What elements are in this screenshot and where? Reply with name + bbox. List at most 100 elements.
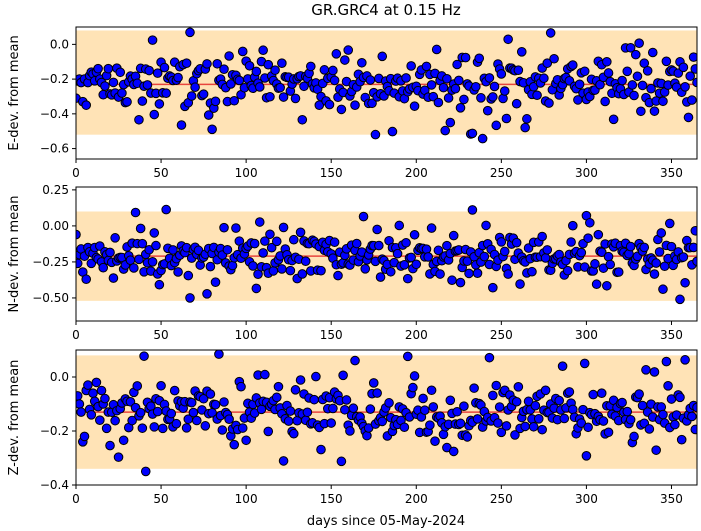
data-point [336,104,347,115]
data-point [467,205,478,215]
data-point [260,369,270,380]
data-point [76,258,83,269]
data-point [283,416,294,426]
x-tick-label: 50 [153,166,168,180]
data-point [88,388,98,399]
data-point [639,242,650,253]
data-point [642,66,653,76]
data-point [200,421,211,431]
data-point [443,93,454,103]
data-point [476,93,486,103]
data-point [499,246,510,257]
x-tick-label: 150 [320,166,343,180]
data-point [156,380,166,391]
data-point [596,388,607,399]
data-point [603,68,614,78]
data-point [348,403,359,414]
data-point [654,247,665,257]
x-tick-label: 250 [490,492,513,506]
data-point [676,434,687,445]
data-point [675,392,685,403]
data-point [224,51,234,61]
data-point [231,223,241,233]
data-point [142,80,153,90]
data-point [159,62,170,73]
x-tick-label: 50 [153,492,168,506]
data-point [680,355,690,365]
y-tick-label: −0.50 [32,291,69,305]
data-point [350,355,360,366]
data-point [692,402,697,413]
data-point [149,109,160,120]
data-point [336,456,347,467]
data-point [309,394,319,405]
data-point [263,59,274,70]
data-point [622,66,633,77]
data-point [649,269,660,279]
y-axis-label: N-dev. from mean [7,196,22,313]
data-point [98,262,109,273]
data-point [137,423,148,433]
data-point [579,358,590,369]
data-point [96,385,107,396]
data-point [110,233,120,243]
data-point [384,398,394,408]
data-point [462,432,473,442]
data-point [351,238,362,249]
data-point [564,387,575,397]
data-point [190,82,200,93]
data-point [522,114,532,124]
data-point [134,254,144,265]
data-point [173,267,183,277]
data-point [191,415,202,426]
data-point [326,418,337,428]
data-point [249,238,260,249]
data-point [236,381,246,392]
data-point [273,381,284,392]
data-point [625,241,636,252]
axes-frame [75,26,698,160]
data-point [212,58,223,69]
data-point [647,47,658,58]
data-point [542,245,553,255]
data-point [591,279,602,290]
data-point [583,233,593,243]
data-point [448,446,459,457]
data-point [134,114,144,125]
plot-area [76,350,697,477]
data-point [545,28,556,38]
data-point [387,126,398,137]
data-point [491,380,502,391]
plot-area [76,204,697,305]
data-point [488,92,498,102]
data-point [692,77,697,88]
data-point [559,413,570,424]
data-point [513,382,524,392]
data-point [168,245,178,255]
data-point [295,227,306,238]
data-point [110,415,120,426]
x-tick-label: 300 [575,492,598,506]
y-tick-label: −0.2 [40,424,69,438]
data-point [329,75,340,86]
data-point [377,416,388,427]
x-tick-label: 100 [235,492,258,506]
data-point [135,223,146,234]
data-point [297,269,308,279]
data-point [135,407,146,418]
data-point [81,274,92,285]
data-point [421,244,432,254]
data-point [617,75,627,86]
data-point [186,91,197,101]
data-point [237,423,248,433]
data-point [433,245,444,256]
data-point [658,409,668,420]
data-point [530,400,541,411]
x-tick-label: 150 [320,492,343,506]
data-point [324,99,335,110]
y-axis-label: E-dev. from mean [7,35,22,150]
data-point [680,277,690,288]
data-point [537,424,547,435]
data-point [402,273,413,284]
data-point [406,252,416,263]
